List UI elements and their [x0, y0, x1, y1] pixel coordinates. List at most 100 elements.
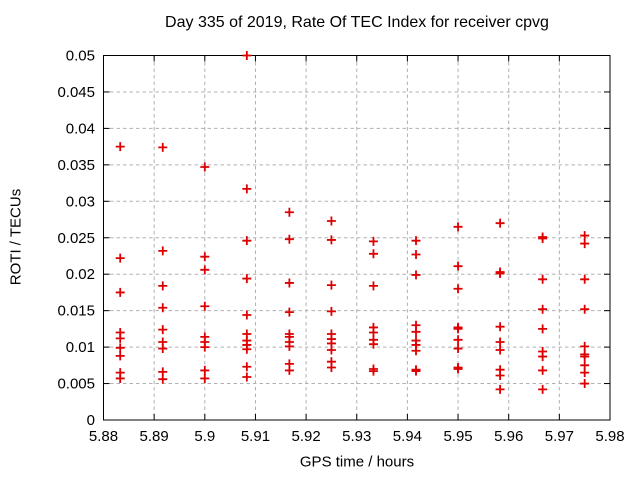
data-point-marker — [538, 384, 548, 394]
data-point-marker — [453, 261, 463, 271]
x-tick-label: 5.97 — [545, 428, 574, 445]
data-point-marker — [411, 270, 421, 280]
chart-title: Day 335 of 2019, Rate Of TEC Index for r… — [165, 14, 549, 31]
x-tick-label: 5.98 — [595, 428, 624, 445]
data-point-marker — [580, 341, 590, 351]
data-point-marker — [453, 335, 463, 345]
data-point-marker — [411, 327, 421, 337]
data-point-marker — [115, 373, 125, 383]
data-point-marker — [115, 333, 125, 343]
data-point-marker — [284, 365, 294, 375]
y-axis-label: ROTI / TECUs — [7, 188, 25, 286]
data-point-marker — [115, 253, 125, 263]
y-tick-label: 0.025 — [57, 230, 95, 247]
data-point-marker — [200, 162, 210, 172]
data-point-marker — [580, 239, 590, 249]
data-point-marker — [115, 287, 125, 297]
y-tick-label: 0.03 — [66, 193, 95, 210]
data-point-marker — [538, 233, 548, 243]
data-point-marker — [411, 236, 421, 246]
data-point-marker — [580, 368, 590, 378]
data-point-marker — [580, 352, 590, 362]
data-point-marker — [158, 374, 168, 384]
data-point-marker — [368, 366, 378, 376]
data-point-marker — [326, 345, 336, 355]
data-point-marker — [200, 265, 210, 275]
data-point-marker — [538, 324, 548, 334]
data-point-marker — [242, 362, 252, 372]
data-point-marker — [158, 344, 168, 354]
data-point-marker — [158, 281, 168, 291]
data-point-marker — [242, 310, 252, 320]
data-point-marker — [242, 51, 252, 60]
x-axis-label: GPS time / hours — [299, 453, 415, 471]
data-point-marker — [495, 268, 505, 278]
data-point-marker — [284, 234, 294, 244]
data-point-marker — [411, 346, 421, 356]
data-point-marker — [115, 343, 125, 353]
data-point-marker — [242, 274, 252, 284]
data-point-marker — [453, 222, 463, 232]
x-tick-label: 5.92 — [291, 428, 320, 445]
data-point-marker — [368, 249, 378, 259]
data-point-marker — [284, 341, 294, 351]
data-point-marker — [326, 280, 336, 290]
data-point-marker — [200, 252, 210, 262]
data-point-marker — [495, 322, 505, 332]
data-point-marker — [411, 366, 421, 376]
data-point-marker — [495, 337, 505, 347]
data-point-marker — [242, 184, 252, 194]
data-point-marker — [200, 301, 210, 311]
data-point-marker — [538, 352, 548, 362]
x-tick-label: 5.95 — [443, 428, 472, 445]
data-point-marker — [453, 284, 463, 294]
x-tick-label: 5.88 — [89, 428, 118, 445]
data-point-marker — [368, 339, 378, 349]
data-point-marker — [538, 274, 548, 284]
data-point-marker — [200, 365, 210, 375]
data-point-marker — [580, 231, 590, 241]
data-point-marker — [580, 379, 590, 389]
data-point-marker — [580, 304, 590, 314]
data-point-marker — [495, 384, 505, 394]
data-point-marker — [453, 344, 463, 354]
x-tick-label: 5.96 — [494, 428, 523, 445]
data-point-marker — [158, 303, 168, 313]
data-point-marker — [453, 364, 463, 374]
x-tick-label: 5.93 — [342, 428, 371, 445]
x-tick-label: 5.94 — [393, 428, 422, 445]
y-tick-label: 0.05 — [66, 48, 95, 65]
data-point-marker — [368, 281, 378, 291]
data-point-marker — [284, 207, 294, 217]
data-point-marker — [242, 372, 252, 382]
data-point-marker — [326, 216, 336, 226]
data-point-marker — [326, 235, 336, 245]
data-point-marker — [158, 142, 168, 152]
data-point-marker — [200, 373, 210, 383]
data-point-marker — [453, 324, 463, 334]
data-point-marker — [326, 306, 336, 316]
data-point-marker — [115, 351, 125, 361]
y-tick-label: 0.005 — [57, 376, 95, 393]
data-point-marker — [242, 236, 252, 246]
data-point-marker — [284, 278, 294, 288]
data-point-marker — [411, 250, 421, 260]
y-tick-label: 0.015 — [57, 303, 95, 320]
data-point-marker — [200, 342, 210, 352]
data-point-marker — [495, 371, 505, 381]
y-tick-label: 0 — [87, 412, 95, 429]
y-tick-label: 0.045 — [57, 84, 95, 101]
data-point-marker — [284, 307, 294, 317]
y-tick-label: 0.04 — [66, 120, 95, 137]
data-point-marker — [368, 236, 378, 246]
data-point-marker — [158, 246, 168, 256]
x-tick-label: 5.9 — [194, 428, 215, 445]
x-tick-label: 5.89 — [140, 428, 169, 445]
data-point-marker — [580, 274, 590, 284]
data-point-marker — [158, 325, 168, 335]
y-tick-label: 0.02 — [66, 266, 95, 283]
data-point-marker — [242, 344, 252, 354]
data-point-marker — [115, 142, 125, 152]
